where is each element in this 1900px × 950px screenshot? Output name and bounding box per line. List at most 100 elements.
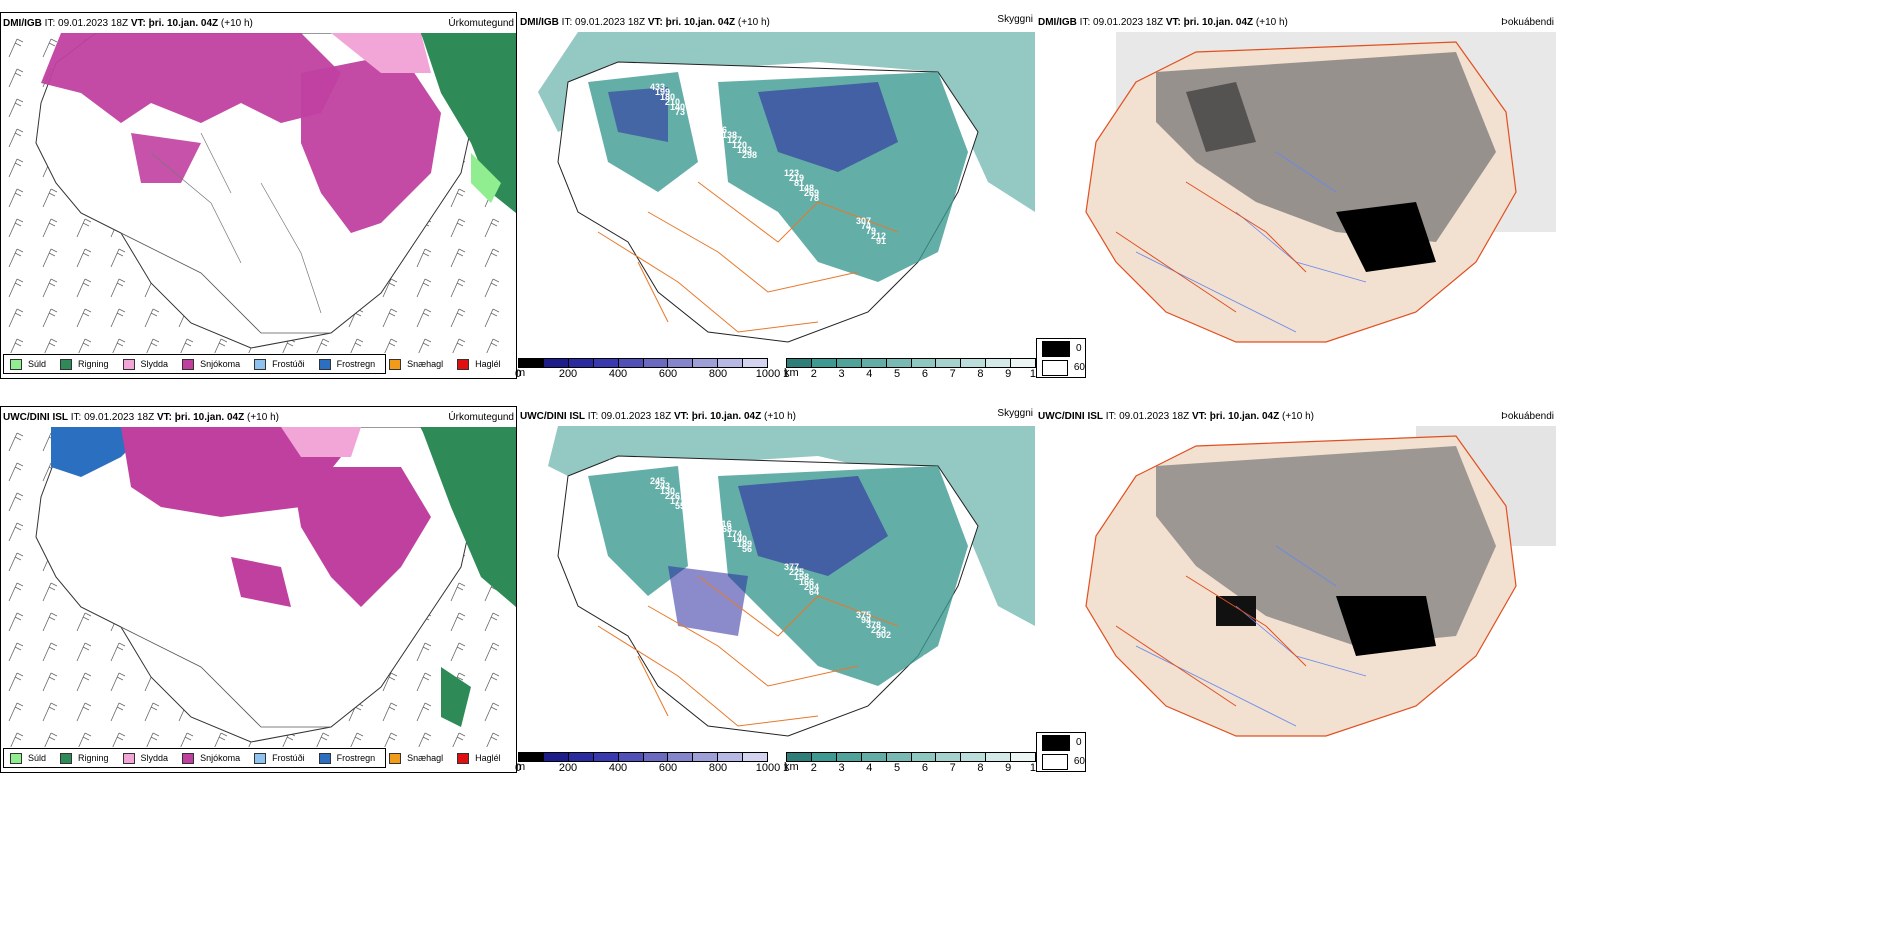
fog-panel-bottom: UWC/DINI ISL IT: 09.01.2023 18Z VT: þri.… — [1036, 406, 1556, 773]
colorbar-tick: 0 — [514, 368, 522, 380]
visibility-value-label: 91 — [876, 236, 886, 246]
visibility-value-label: 127 — [727, 135, 742, 145]
visibility-value-label: 79 — [866, 226, 876, 236]
visibility-value-label: 123 — [784, 168, 799, 178]
legend-rigning: Rigning — [60, 358, 109, 370]
colorbar-tick: 800 — [708, 762, 728, 774]
colorbar-tick: 3 — [838, 762, 845, 774]
colorbar-tick: 1 — [782, 762, 790, 774]
legend-suld: Súld — [10, 752, 46, 764]
panel-title: DMI/IGB IT: 09.01.2023 18Z VT: þri. 10.j… — [1038, 17, 1288, 28]
colorbar-tick: 8 — [977, 368, 984, 380]
visibility-labels: 8825556649021731711892042232902261401663… — [608, 458, 958, 683]
visibility-value-label: 243 — [655, 481, 670, 491]
colorbar-tick: 800 — [708, 368, 728, 380]
visibility-value-label: 882 — [608, 458, 623, 468]
visibility-value-label: 199 — [655, 87, 670, 97]
visibility-value-label: 210 — [665, 97, 680, 107]
visibility-labels: 101 73 298 78 91 62 140 143 269 212 208 210 120 148 79… — [608, 64, 953, 289]
visibility-value-label: 78 — [809, 193, 819, 203]
precip-map — [1, 33, 516, 353]
panel-field-name: Þokuábendi — [1501, 411, 1554, 422]
colorbar-tick: 3 — [838, 368, 845, 380]
legend-snaehagl: Snæhagl — [389, 358, 443, 370]
panel-field-name: Úrkomutegund — [448, 412, 514, 423]
visibility-value-label: 327 — [923, 653, 938, 663]
legend-haglel: Haglél — [457, 752, 501, 764]
visibility-value-label: 298 — [742, 150, 757, 160]
colorbar-tick: 9 — [1005, 368, 1012, 380]
colorbar-tick: 4 — [866, 368, 873, 380]
colorbar-tick: 5 — [894, 368, 901, 380]
panel-title: UWC/DINI ISL IT: 09.01.2023 18Z VT: þri.… — [520, 411, 796, 422]
legend-rigning: Rigning — [60, 752, 109, 764]
visibility-value-label: 130 — [660, 486, 675, 496]
visibility-value-label: 174 — [727, 529, 742, 539]
colorbar-tick: 600 — [658, 368, 678, 380]
visibility-value-label: 68 — [722, 524, 732, 534]
visibility-value-label: 148 — [799, 183, 814, 193]
colorbar-tick: 2 — [810, 762, 817, 774]
visibility-value-label: 62 — [943, 279, 953, 289]
legend-suld: Súld — [10, 358, 46, 370]
fog-map — [1085, 32, 1556, 343]
visibility-value-label: 143 — [737, 145, 752, 155]
visibility-value-label: 81 — [794, 178, 804, 188]
visibility-value-label: 223 — [871, 625, 886, 635]
visibility-value-label: 94 — [861, 615, 871, 625]
legend-frostudi: Frostúði — [254, 752, 305, 764]
visibility-colorbar-km: 12345678910 km — [782, 752, 1042, 774]
fog-legend: 0 60 — [1036, 732, 1086, 772]
fog-map — [1085, 426, 1556, 737]
panel-title: DMI/IGB IT: 09.01.2023 18Z VT: þri. 10.j… — [3, 18, 253, 29]
visibility-value-label: 140 — [732, 534, 747, 544]
colorbar-tick: 200 — [558, 762, 578, 774]
visibility-value-label: 180 — [660, 92, 675, 102]
colorbar-unit: km — [784, 367, 799, 379]
visibility-value-label: 171 — [670, 496, 685, 506]
colorbar-tick: 200 — [558, 368, 578, 380]
visibility-value-label: 74 — [861, 221, 871, 231]
panel-field-name: Úrkomutegund — [448, 18, 514, 29]
panel-title: UWC/DINI ISL IT: 09.01.2023 18Z VT: þri.… — [1038, 411, 1314, 422]
legend-frostregn: Frostregn — [318, 358, 375, 370]
visibility-value-label: 86 — [717, 125, 727, 135]
fog-panel-top: DMI/IGB IT: 09.01.2023 18Z VT: þri. 10.j… — [1036, 12, 1556, 379]
visibility-map: 101 73 298 78 91 62 140 143 269 212 208 210 120 148 79… — [538, 32, 1035, 343]
panel-title: DMI/IGB IT: 09.01.2023 18Z VT: þri. 10.j… — [520, 17, 770, 28]
colorbar-tick: 1000 — [755, 762, 781, 774]
visibility-value-label: 140 — [670, 102, 685, 112]
precip-legend: Súld Rigning Slydda Snjókoma Frostúði Fr… — [3, 748, 501, 768]
panel-field-name: Skyggni — [997, 408, 1033, 419]
colorbar-tick: 7 — [949, 368, 956, 380]
visibility-colorbar-m: 0 200 400 600 800 1000 m — [514, 752, 780, 774]
visibility-value-label: 377 — [784, 562, 799, 572]
visibility-value-label: 225 — [789, 567, 804, 577]
colorbar-tick: 0 — [514, 762, 522, 774]
visibility-value-label: 55 — [675, 501, 685, 511]
visibility-value-label: 166 — [799, 577, 814, 587]
legend-frostregn: Frostregn — [318, 752, 375, 764]
visibility-value-label: 375 — [856, 610, 871, 620]
visibility-value-label: 101 — [608, 64, 623, 74]
colorbar-tick: 2 — [810, 368, 817, 380]
precip-panel-top: DMI/IGB IT: 09.01.2023 18Z VT: þri. 10.j… — [0, 12, 517, 379]
visibility-value-label: 173 — [943, 673, 958, 683]
visibility-value-label: 212 — [871, 231, 886, 241]
legend-frostudi: Frostúði — [254, 358, 305, 370]
colorbar-tick: 5 — [894, 762, 901, 774]
visibility-value-label: 208 — [938, 274, 953, 284]
visibility-value-label: 56 — [742, 544, 752, 554]
panel-field-name: Þokuábendi — [1501, 17, 1554, 28]
legend-slydda: Slydda — [122, 752, 168, 764]
visibility-value-label: 219 — [789, 173, 804, 183]
colorbar-tick: 4 — [866, 762, 873, 774]
visibility-value-label: 116 — [717, 519, 732, 529]
visibility-value-label: 165 — [933, 269, 948, 279]
visibility-value-label: 433 — [650, 82, 665, 92]
colorbar-tick: 1 — [782, 368, 790, 380]
colorbar-tick: 8 — [977, 762, 984, 774]
legend-haglel: Haglél — [457, 358, 501, 370]
visibility-value-label: 120 — [732, 140, 747, 150]
legend-slydda: Slydda — [122, 358, 168, 370]
